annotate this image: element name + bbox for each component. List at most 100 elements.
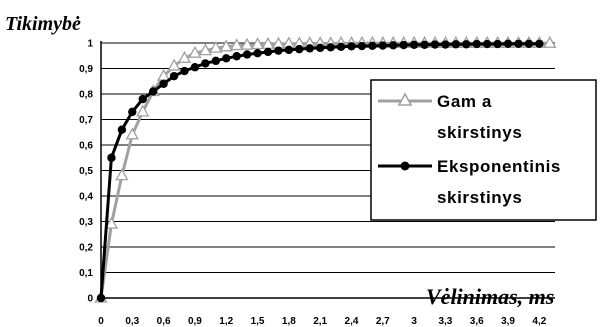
- x-tick-label: 3,6: [470, 316, 484, 327]
- data-point: [250, 37, 265, 50]
- data-point: [180, 66, 189, 76]
- data-point: [451, 40, 461, 49]
- data-point: [222, 54, 231, 63]
- x-axis-title: Vėlinimas, ms: [426, 284, 554, 309]
- y-tick-labels: 0 0,1 0,2 0,3 0,4 0,5 0,6 0,7 0,8 0,9 1: [79, 39, 93, 305]
- legend-eksponentinis-label-line1: Eksponentinis: [437, 157, 561, 176]
- data-point: [378, 41, 387, 50]
- data-point: [198, 43, 212, 56]
- y-tick-label: 0,5: [79, 166, 93, 177]
- legend-item-gama: Gam a skirstinys: [378, 92, 522, 142]
- y-tick-label: 0,8: [79, 90, 93, 101]
- y-tick-label: 0,3: [79, 217, 93, 228]
- data-point: [188, 45, 202, 58]
- data-point: [493, 39, 502, 49]
- y-tick-label: 0,4: [79, 192, 93, 203]
- data-point: [347, 42, 356, 51]
- legend: Gam a skirstinys Eksponentinis skirstiny…: [370, 79, 597, 221]
- series-layer: [94, 35, 557, 303]
- data-point: [284, 45, 294, 55]
- y-tick-label: 0,7: [79, 115, 93, 126]
- data-point: [138, 94, 147, 104]
- series-eksponentinis: [96, 39, 544, 303]
- legend-item-eksponentinis: Eksponentinis skirstinys: [378, 157, 561, 207]
- x-tick-label: 4,2: [532, 316, 546, 327]
- data-point: [503, 39, 513, 48]
- data-point: [169, 71, 179, 81]
- axes: [100, 41, 555, 299]
- data-point: [336, 42, 346, 52]
- y-axis-title: Tikimybė: [5, 13, 81, 35]
- data-point: [219, 39, 233, 52]
- y-tick-label: 0,9: [79, 64, 93, 75]
- data-point: [543, 35, 557, 48]
- data-point: [263, 47, 273, 57]
- data-point: [326, 43, 335, 52]
- data-point: [230, 38, 244, 51]
- data-point: [253, 49, 262, 58]
- data-point: [441, 40, 450, 49]
- data-point: [357, 41, 367, 51]
- data-point: [104, 216, 119, 229]
- data-point: [242, 50, 252, 59]
- data-point: [211, 56, 221, 66]
- data-point: [240, 37, 254, 50]
- data-point: [177, 50, 192, 63]
- data-point: [315, 43, 325, 53]
- data-point: [368, 41, 377, 51]
- data-point: [136, 104, 150, 117]
- x-tick-label: 2,1: [313, 316, 327, 327]
- data-point: [232, 52, 241, 61]
- data-point: [128, 107, 137, 117]
- data-point: [472, 39, 481, 49]
- data-point: [96, 293, 106, 303]
- data-point: [209, 40, 223, 53]
- x-tick-label: 2,4: [345, 316, 359, 327]
- legend-eksponentinis-label-line2: skirstinys: [437, 188, 522, 207]
- data-point: [430, 40, 440, 49]
- y-tick-label: 0: [87, 294, 93, 305]
- data-point: [125, 127, 139, 140]
- data-point: [535, 39, 544, 48]
- x-tick-label: 1,5: [251, 316, 265, 327]
- data-point: [201, 59, 210, 68]
- legend-gama-triangle-icon: [397, 92, 413, 106]
- data-point: [399, 40, 408, 50]
- data-point: [117, 125, 127, 134]
- x-tick-label: 3,9: [501, 316, 515, 327]
- data-point: [462, 40, 471, 49]
- x-tick-label: 0,9: [188, 316, 202, 327]
- data-point: [148, 87, 158, 96]
- data-point: [159, 79, 168, 89]
- legend-eksponentinis-circle-icon: [400, 161, 410, 171]
- data-point: [190, 63, 200, 72]
- y-tick-label: 0,2: [79, 243, 93, 254]
- data-point: [115, 168, 129, 181]
- x-tick-label: 1,2: [219, 316, 233, 327]
- data-point: [514, 39, 523, 48]
- data-point: [274, 46, 283, 55]
- x-tick-label: 2,7: [376, 316, 390, 327]
- data-point: [389, 41, 398, 50]
- x-tick-labels: 0 0,3 0,6 0,9 1,2 1,5 1,8 2,1 2,4 2,7 3 3,3 3,6 3,9 4,…: [98, 316, 547, 327]
- x-tick-label: 3,3: [438, 316, 452, 327]
- x-tick-label: 3: [411, 316, 417, 327]
- y-tick-label: 1: [87, 39, 93, 50]
- data-point: [167, 58, 181, 71]
- y-tick-label: 0,6: [79, 141, 93, 152]
- data-point: [409, 40, 419, 49]
- data-point: [107, 153, 116, 162]
- legend-gama-label-line2: skirstinys: [437, 123, 522, 142]
- data-point: [305, 44, 314, 53]
- data-point: [524, 39, 534, 48]
- x-tick-label: 1,8: [282, 316, 296, 327]
- y-tick-label: 0,1: [79, 268, 93, 279]
- legend-gama-label-line1: Gam a: [437, 92, 492, 111]
- x-tick-label: 0: [98, 316, 104, 327]
- x-tick-label: 0,3: [125, 316, 139, 327]
- data-point: [295, 44, 304, 54]
- data-point: [420, 40, 429, 49]
- data-point: [482, 39, 492, 49]
- x-tick-label: 0,6: [157, 316, 171, 327]
